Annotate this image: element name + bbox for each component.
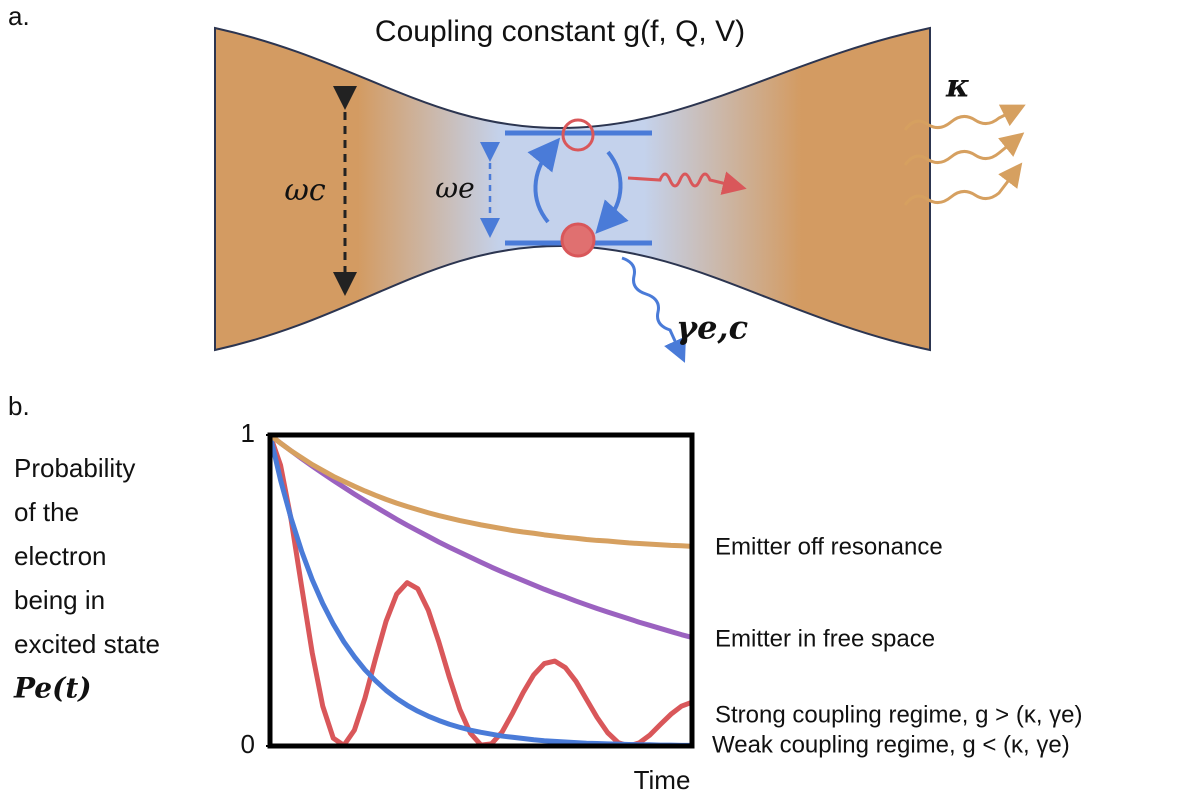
series-label: Strong coupling regime, g > (κ, γe): [715, 701, 1083, 728]
y-tick-label: 1: [241, 418, 255, 448]
y-axis-label: Probability: [14, 453, 135, 483]
x-axis-label: Time: [634, 765, 691, 795]
y-axis-label: of the: [14, 497, 79, 527]
emitter-frequency: ωe: [435, 172, 474, 205]
diagram-title: Coupling constant g(f, Q, V): [375, 15, 745, 48]
y-tick-label: 0: [241, 729, 255, 759]
panel-label: a.: [8, 1, 30, 31]
series-label: Emitter off resonance: [715, 533, 943, 560]
figure: a. Coupling constant g(f, Q, V) ωc ωe γe…: [0, 0, 1181, 801]
y-axis-label: electron: [14, 541, 107, 571]
panel-label: b.: [8, 391, 30, 421]
cavity-loss: κ: [945, 67, 970, 105]
y-axis-label: being in: [14, 585, 105, 615]
cavity-frequency: ωc: [284, 173, 325, 208]
page: a. Coupling constant g(f, Q, V) ωc ωe γe…: [0, 0, 1181, 801]
emitter-loss-arrow: [622, 258, 680, 352]
emitter-loss: γe,c: [676, 309, 748, 347]
series-label: Emitter in free space: [715, 625, 935, 652]
series-line: [270, 435, 692, 546]
y-axis-label: excited state: [14, 629, 160, 659]
electron: [562, 224, 594, 256]
y-axis-label: Pe(t): [13, 672, 92, 705]
series-label: Weak coupling regime, g < (κ, γe): [712, 731, 1070, 758]
series-line: [270, 435, 692, 637]
